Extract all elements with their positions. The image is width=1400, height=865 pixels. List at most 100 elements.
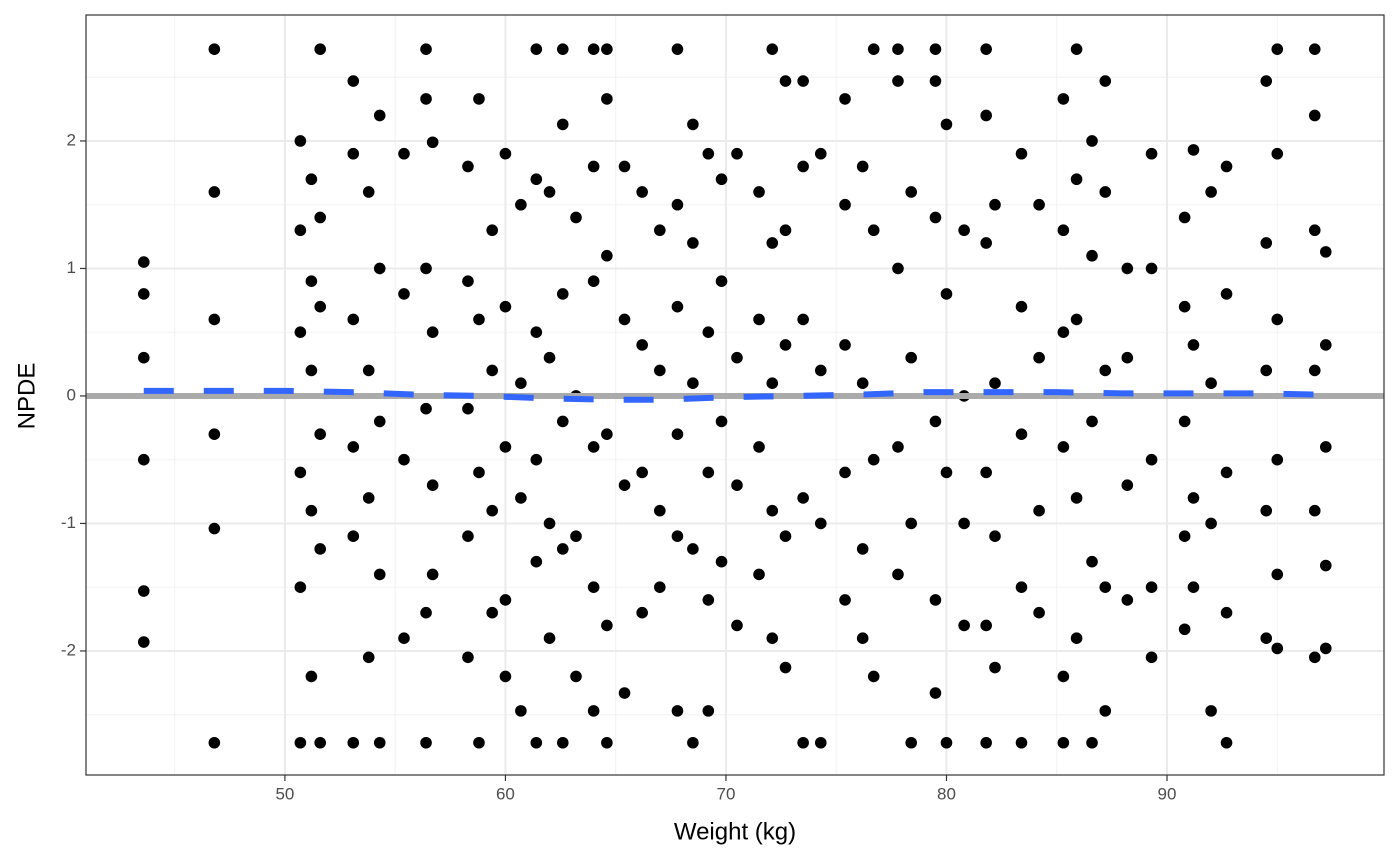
point [426,568,439,581]
point [473,93,485,105]
point [1178,623,1191,636]
point [499,441,512,453]
point [398,288,410,300]
point [420,606,432,619]
point [892,441,904,453]
point [989,530,1001,543]
x-tick-label: 90 [1158,784,1177,803]
point [687,543,699,555]
point [530,736,543,749]
point [867,43,880,55]
point [654,364,666,377]
x-tick-label: 70 [716,784,735,803]
point [618,160,631,173]
point [1205,705,1217,717]
point [929,415,942,428]
point [940,118,953,131]
point [905,736,917,749]
point [715,555,728,568]
point [1057,224,1070,237]
point [1271,313,1284,326]
point [556,118,569,131]
point [587,705,600,717]
point [856,543,869,555]
point [687,736,699,749]
point [587,581,600,593]
point [1178,211,1191,224]
point [929,75,942,87]
point [347,147,360,160]
point [1121,479,1134,492]
point [499,147,512,160]
point [305,364,318,377]
point [137,453,150,466]
point [515,377,527,390]
point [671,428,684,441]
point [362,492,375,504]
point [779,75,792,87]
point [1033,198,1045,211]
point [420,93,432,105]
point [1205,517,1217,530]
point [1057,736,1070,749]
point [486,504,499,517]
point [1187,339,1200,351]
point [1308,651,1321,664]
point [1271,147,1284,160]
point [1187,144,1200,156]
point [314,736,326,749]
point [1086,135,1098,147]
x-tick-label: 50 [275,784,294,803]
point [314,428,326,441]
point [731,619,743,632]
x-tick-label: 80 [937,784,956,803]
point [1308,109,1321,122]
point [839,93,851,105]
point [420,736,432,749]
point [347,441,360,453]
y-tick-label: -1 [61,513,76,532]
point [601,619,613,632]
point [294,466,307,479]
point [1145,651,1158,664]
point [473,313,485,326]
point [905,186,917,198]
point [426,479,439,492]
point [654,581,666,593]
point [618,479,631,492]
point [462,160,474,173]
point [556,288,569,300]
point [587,160,600,173]
point [1121,594,1134,606]
point [779,530,792,543]
point [587,441,600,453]
point [601,43,613,55]
point [839,466,851,479]
point [654,504,666,517]
point [989,198,1001,211]
point [671,43,684,55]
point [515,492,527,504]
point [1187,492,1200,504]
point [1319,246,1332,258]
point [1070,632,1083,644]
point [587,275,600,288]
point [814,147,827,160]
point [137,636,150,648]
point [486,364,499,377]
point [867,224,880,237]
y-tick-label: 2 [67,130,76,149]
point [731,147,743,160]
point [398,453,410,466]
point [856,160,869,173]
point [601,93,613,105]
point [1086,415,1098,428]
point [1070,173,1083,186]
point [462,530,474,543]
point [814,736,827,749]
point [779,661,792,674]
point [1033,504,1045,517]
x-tick-label: 60 [496,784,515,803]
point [654,224,666,237]
point [1057,670,1070,683]
